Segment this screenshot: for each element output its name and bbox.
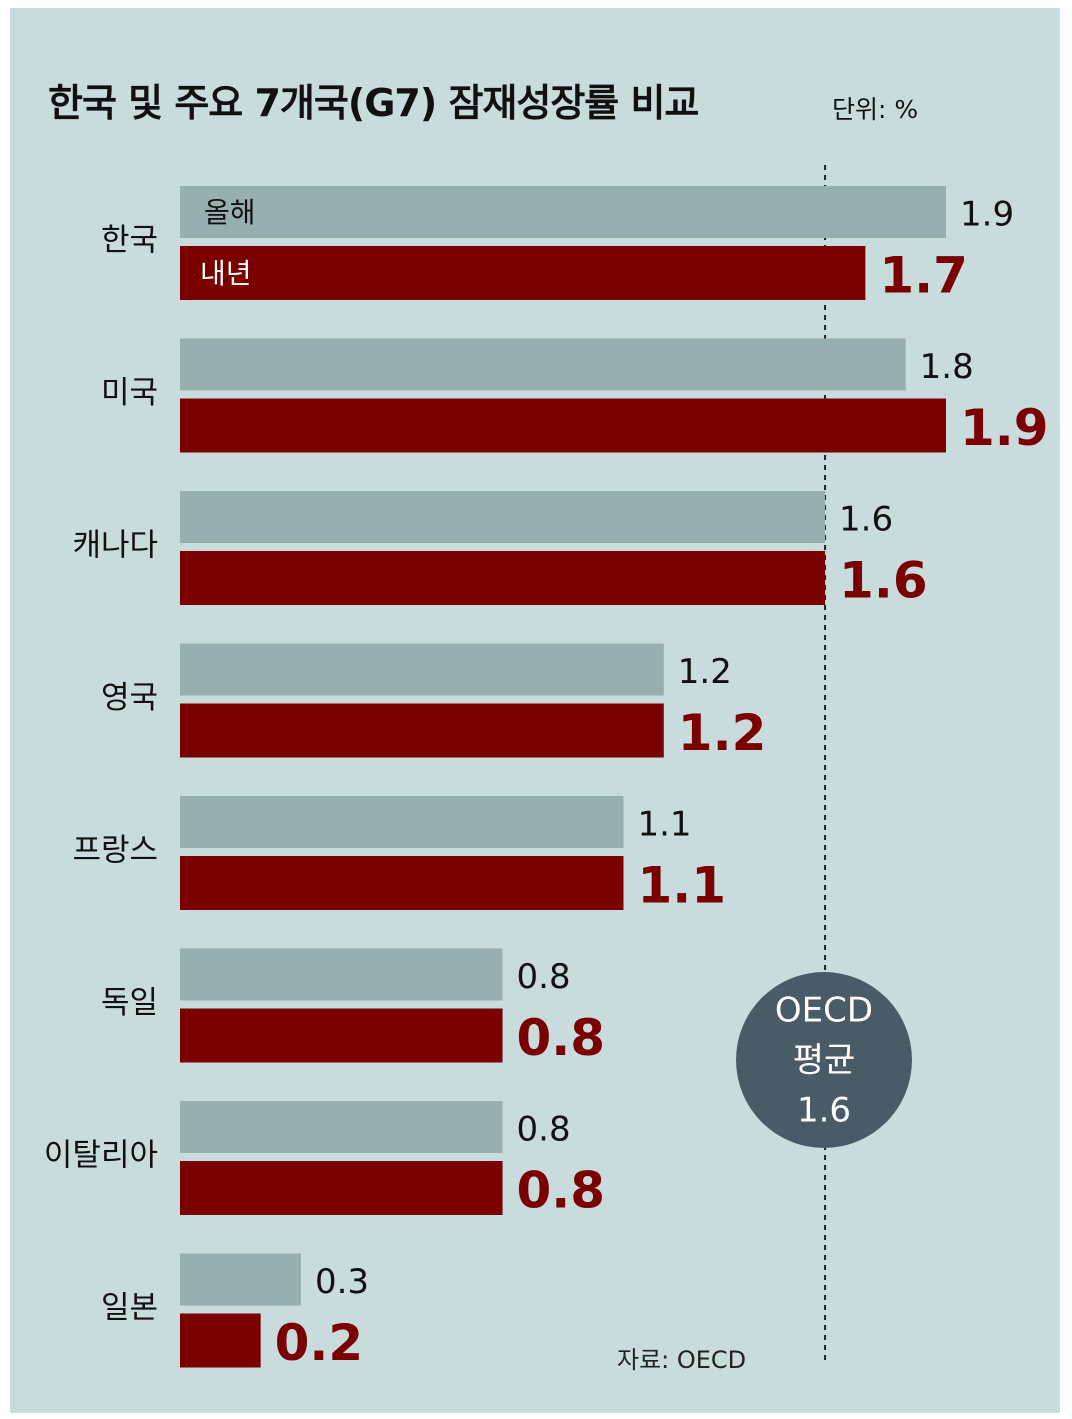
category-label: 한국 (101, 223, 158, 259)
value-label-this-year: 1.6 (839, 500, 893, 540)
oecd-average-text: OECD (775, 991, 873, 1031)
value-label-this-year: 0.8 (517, 1110, 571, 1150)
bar-next-year (180, 246, 866, 300)
bar-this-year (180, 1253, 301, 1306)
bar-next-year (180, 1161, 503, 1215)
bar-next-year (180, 551, 826, 605)
value-label-this-year: 0.8 (517, 957, 571, 997)
category-label: 독일 (101, 985, 158, 1021)
bar-this-year (180, 1101, 503, 1153)
bar-next-year (180, 703, 664, 758)
category-label: 미국 (101, 375, 158, 411)
unit-label: 단위: % (832, 95, 919, 124)
value-label-next-year: 1.9 (960, 399, 1049, 457)
bar-this-year (180, 796, 624, 848)
category-label: 캐나다 (72, 528, 158, 564)
bar-next-year (180, 1008, 503, 1063)
value-label-next-year: 0.8 (517, 1162, 606, 1220)
bar-next-year (180, 856, 624, 910)
category-label: 프랑스 (72, 833, 158, 869)
value-label-next-year: 1.6 (839, 552, 928, 610)
bar-next-year (180, 398, 946, 453)
value-label-next-year: 1.7 (879, 247, 968, 305)
value-label-this-year: 1.1 (637, 805, 691, 845)
value-label-next-year: 1.1 (637, 857, 726, 915)
category-label: 영국 (101, 680, 158, 716)
value-label-this-year: 1.2 (678, 652, 732, 692)
chart-title: 한국 및 주요 7개국(G7) 잠재성장률 비교 (48, 81, 699, 125)
oecd-average-text: 1.6 (797, 1091, 851, 1131)
bar-this-year (180, 186, 946, 238)
category-label: 이탈리아 (44, 1138, 158, 1174)
bar-next-year (180, 1313, 261, 1368)
bar-this-year (180, 948, 503, 1001)
value-label-this-year: 0.3 (315, 1262, 369, 1302)
legend-next-year: 내년 (200, 257, 252, 290)
value-label-next-year: 1.2 (678, 704, 767, 762)
value-label-this-year: 1.8 (920, 347, 974, 387)
bar-this-year (180, 491, 826, 543)
oecd-average-badge (736, 972, 912, 1148)
value-label-this-year: 1.9 (960, 195, 1014, 235)
value-label-next-year: 0.2 (275, 1314, 364, 1372)
legend-this-year: 올해 (204, 196, 256, 229)
bar-this-year (180, 338, 906, 391)
source-note: 자료: OECD (617, 1346, 747, 1374)
oecd-average-text: 평균 (793, 1041, 856, 1081)
bar-this-year (180, 643, 664, 696)
value-label-next-year: 0.8 (517, 1009, 606, 1067)
category-label: 일본 (101, 1290, 158, 1326)
